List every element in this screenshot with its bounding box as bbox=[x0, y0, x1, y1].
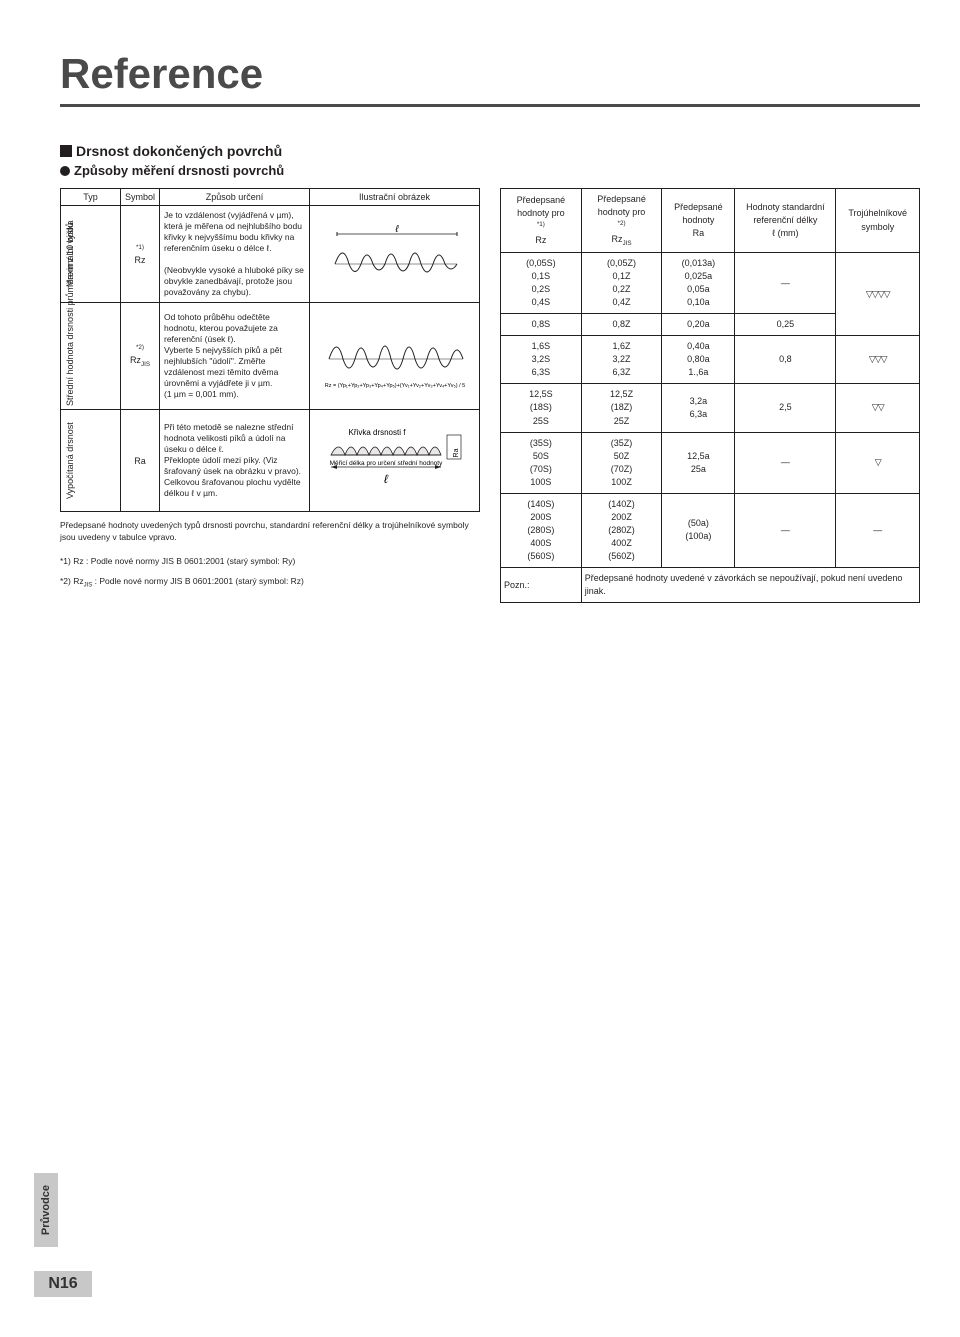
symbol-cell: *2) RzJIS bbox=[120, 303, 159, 410]
col-typ: Typ bbox=[61, 189, 121, 206]
values-table: Předepsané hodnoty pro *1) Rz Předepsané… bbox=[500, 188, 920, 603]
col-rzjis: Předepsané hodnoty pro *2) RzJIS bbox=[581, 189, 662, 253]
cell-rzjis: (35Z) 50Z (70Z) 100Z bbox=[581, 432, 662, 493]
sub-heading: Způsoby měření drsnosti povrchů bbox=[60, 163, 920, 178]
cell-rz: (140S) 200S (280S) 400S (560S) bbox=[501, 493, 582, 567]
side-tab: Průvodce bbox=[34, 1173, 58, 1247]
cell-tri: ▽▽ bbox=[836, 384, 920, 432]
title-underline bbox=[60, 104, 920, 107]
table-row: (35S) 50S (70S) 100S (35Z) 50Z (70Z) 100… bbox=[501, 432, 920, 493]
table-row: 12,5S (18S) 25S 12,5Z (18Z) 25Z 3,2a 6,3… bbox=[501, 384, 920, 432]
cell-l: — bbox=[735, 253, 836, 314]
svg-text:ℓ: ℓ bbox=[384, 472, 389, 486]
table-row: (0,05S) 0,1S 0,2S 0,4S (0,05Z) 0,1Z 0,2Z… bbox=[501, 253, 920, 314]
cell-rzjis: 0,8Z bbox=[581, 314, 662, 336]
table-row: 1,6S 3,2S 6,3S 1,6Z 3,2Z 6,3Z 0,40a 0,80… bbox=[501, 336, 920, 384]
main-content: Typ Symbol Způsob určení Ilustrační obrá… bbox=[60, 188, 920, 603]
col-symbol: Symbol bbox=[120, 189, 159, 206]
cell-ra: 3,2a 6,3a bbox=[662, 384, 735, 432]
illus-cell: Rz = (Yp₁+Yp₂+Yp₃+Yp₄+Yp₅)+(Yv₁+Yv₂+Yv₃+… bbox=[310, 303, 480, 410]
typ-cell: Vypočítaná drsnost bbox=[61, 410, 121, 512]
methods-column: Typ Symbol Způsob určení Ilustrační obrá… bbox=[60, 188, 480, 590]
cell-rz: (0,05S) 0,1S 0,2S 0,4S bbox=[501, 253, 582, 314]
note-text: Předepsané hodnoty uvedené v závorkách s… bbox=[581, 568, 919, 603]
table-row: (140S) 200S (280S) 400S (560S) (140Z) 20… bbox=[501, 493, 920, 567]
cell-ra: (50a) (100a) bbox=[662, 493, 735, 567]
cell-rz: 0,8S bbox=[501, 314, 582, 336]
col-ilus: Ilustrační obrázek bbox=[310, 189, 480, 206]
cell-rzjis: (0,05Z) 0,1Z 0,2Z 0,4Z bbox=[581, 253, 662, 314]
table-header-row: Typ Symbol Způsob určení Ilustrační obrá… bbox=[61, 189, 480, 206]
methods-footnote: Předepsané hodnoty uvedených typů drsnos… bbox=[60, 520, 480, 544]
cell-ra: 0,20a bbox=[662, 314, 735, 336]
svg-text:ℓ: ℓ bbox=[394, 224, 399, 235]
cell-tri: ▽▽▽ bbox=[836, 336, 920, 384]
methods-table: Typ Symbol Způsob určení Ilustrační obrá… bbox=[60, 188, 480, 512]
cell-l: — bbox=[735, 432, 836, 493]
cell-l: — bbox=[735, 493, 836, 567]
col-tri: Trojúhelníkové symboly bbox=[836, 189, 920, 253]
illus-cell: Křivka drsnosti f Ra Měřicí délka pro ur… bbox=[310, 410, 480, 512]
cell-l: 2,5 bbox=[735, 384, 836, 432]
desc-cell: Při této metodě se nalezne střední hodno… bbox=[160, 410, 310, 512]
table-row: Maximální výška *1) Rz Je to vzdálenost … bbox=[61, 206, 480, 303]
svg-text:Ra: Ra bbox=[453, 448, 460, 457]
cell-rz: 1,6S 3,2S 6,3S bbox=[501, 336, 582, 384]
table-header-row: Předepsané hodnoty pro *1) Rz Předepsané… bbox=[501, 189, 920, 253]
cell-rzjis: (140Z) 200Z (280Z) 400Z (560Z) bbox=[581, 493, 662, 567]
desc-cell: Je to vzdálenost (vyjádřená v µm), která… bbox=[160, 206, 310, 303]
wave-icon: ℓ bbox=[315, 224, 475, 284]
cell-rzjis: 1,6Z 3,2Z 6,3Z bbox=[581, 336, 662, 384]
illus-cell: ℓ bbox=[310, 206, 480, 303]
page-title: Reference bbox=[60, 50, 920, 98]
col-zpusob: Způsob určení bbox=[160, 189, 310, 206]
cell-rzjis: 12,5Z (18Z) 25Z bbox=[581, 384, 662, 432]
symbol-cell: Ra bbox=[120, 410, 159, 512]
note-label: Pozn.: bbox=[501, 568, 582, 603]
col-l: Hodnoty standardní referenční délky ℓ (m… bbox=[735, 189, 836, 253]
cell-l: 0,25 bbox=[735, 314, 836, 336]
table-row: Vypočítaná drsnost Ra Při této metodě se… bbox=[61, 410, 480, 512]
cell-tri: ▽▽▽▽ bbox=[836, 253, 920, 336]
symbol-cell: *1) Rz bbox=[120, 206, 159, 303]
cell-tri: ▽ bbox=[836, 432, 920, 493]
svg-text:Rz = (Yp₁+Yp₂+Yp₃+Yp₄+Yp₅)+(Yv: Rz = (Yp₁+Yp₂+Yp₃+Yp₄+Yp₅)+(Yv₁+Yv₂+Yv₃+… bbox=[324, 383, 464, 389]
cell-ra: 12,5a 25a bbox=[662, 432, 735, 493]
table-note-row: Pozn.: Předepsané hodnoty uvedené v závo… bbox=[501, 568, 920, 603]
svg-text:Měřicí délka pro určení středn: Měřicí délka pro určení střední hodnoty bbox=[329, 460, 442, 467]
legend-1: *1) Rz : Podle nové normy JIS B 0601:200… bbox=[60, 556, 480, 568]
col-ra: Předepsané hodnoty Ra bbox=[662, 189, 735, 253]
legend-2: *2) RzJIS : Podle nové normy JIS B 0601:… bbox=[60, 576, 480, 590]
cell-ra: 0,40a 0,80a 1.,6a bbox=[662, 336, 735, 384]
page-number: N16 bbox=[34, 1271, 92, 1297]
section-heading: Drsnost dokončených povrchů bbox=[60, 143, 920, 159]
cell-ra: (0,013a) 0,025a 0,05a 0,10a bbox=[662, 253, 735, 314]
ra-diagram-icon: Křivka drsnosti f Ra Měřicí délka pro ur… bbox=[315, 425, 475, 497]
desc-cell: Od tohoto průběhu odečtěte hodnotu, kter… bbox=[160, 303, 310, 410]
table-row: Střední hodnota drsnosti průměrem z 10 b… bbox=[61, 303, 480, 410]
cell-rz: (35S) 50S (70S) 100S bbox=[501, 432, 582, 493]
values-column: Předepsané hodnoty pro *1) Rz Předepsané… bbox=[500, 188, 920, 603]
svg-text:Křivka drsnosti f: Křivka drsnosti f bbox=[348, 428, 406, 437]
cell-rz: 12,5S (18S) 25S bbox=[501, 384, 582, 432]
typ-cell: Střední hodnota drsnosti průměrem z 10 b… bbox=[61, 303, 121, 410]
wave-ten-point-icon: Rz = (Yp₁+Yp₂+Yp₃+Yp₄+Yp₅)+(Yv₁+Yv₂+Yv₃+… bbox=[315, 321, 475, 391]
col-rz: Předepsané hodnoty pro *1) Rz bbox=[501, 189, 582, 253]
cell-l: 0,8 bbox=[735, 336, 836, 384]
cell-tri: — bbox=[836, 493, 920, 567]
